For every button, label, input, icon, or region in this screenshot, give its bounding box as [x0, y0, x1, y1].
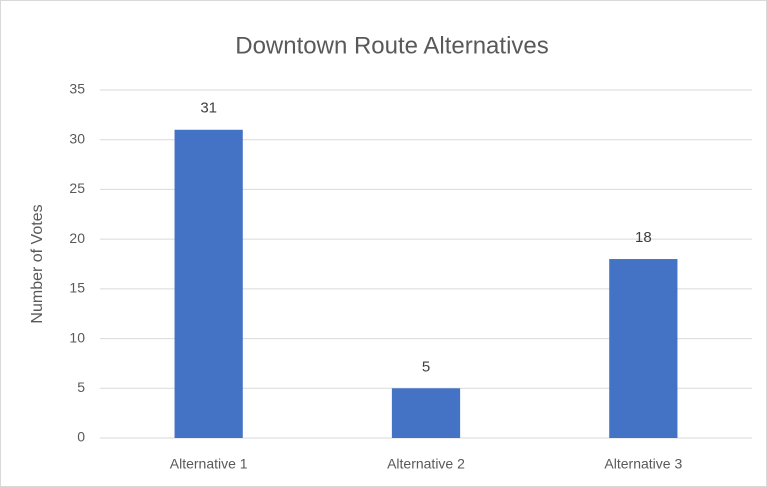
x-tick-label: Alternative 1 — [170, 456, 248, 472]
y-tick-label: 15 — [69, 280, 85, 296]
y-tick-label: 5 — [77, 379, 85, 395]
y-tick-label: 25 — [69, 180, 85, 196]
data-label: 31 — [200, 100, 217, 117]
y-tick-label: 0 — [77, 429, 85, 445]
data-label: 18 — [635, 229, 652, 246]
bar — [391, 388, 461, 438]
x-tick-label: Alternative 3 — [604, 456, 682, 472]
chart-title: Downtown Route Alternatives — [235, 32, 549, 59]
y-tick-label: 30 — [69, 130, 85, 146]
x-tick-label: Alternative 2 — [387, 456, 465, 472]
y-tick-label: 35 — [69, 81, 85, 97]
bar — [609, 259, 678, 438]
bar — [174, 129, 243, 438]
y-tick-label: 20 — [69, 230, 85, 246]
y-tick-label: 10 — [69, 329, 85, 345]
y-axis-label: Number of Votes — [29, 204, 46, 323]
data-label: 5 — [422, 358, 430, 375]
